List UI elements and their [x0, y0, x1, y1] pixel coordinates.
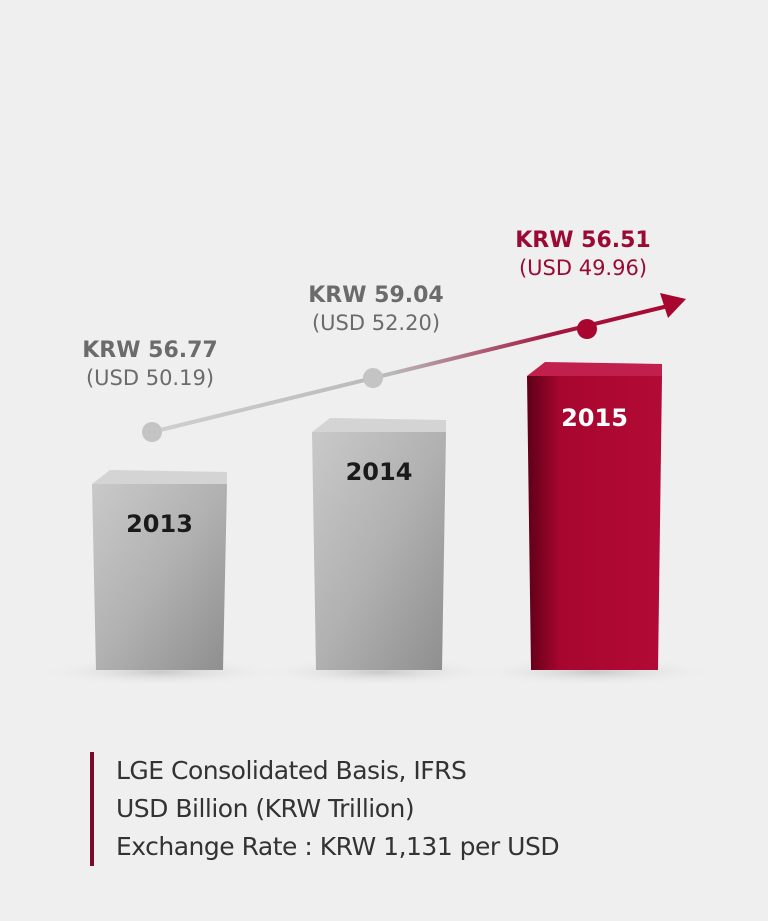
- usd-value: (USD 52.20): [311, 311, 441, 335]
- value-label-2013: KRW 56.77 (USD 50.19): [40, 337, 260, 391]
- bar-top-face: [92, 470, 227, 484]
- usd-value: (USD 49.96): [518, 256, 648, 280]
- bar-year-label: 2013: [126, 510, 193, 538]
- chart-notes: LGE Consolidated Basis, IFRS USD Billion…: [90, 752, 560, 866]
- trend-point-2015: [577, 319, 597, 339]
- bar-top-face: [312, 418, 446, 432]
- bar-front-face: [92, 484, 227, 670]
- note-unit: USD Billion (KRW Trillion): [116, 794, 415, 823]
- usd-value: (USD 50.19): [85, 366, 215, 390]
- krw-value: KRW 56.77: [82, 338, 218, 363]
- note-exchange-rate: Exchange Rate : KRW 1,131 per USD: [116, 832, 560, 861]
- note-basis: LGE Consolidated Basis, IFRS: [116, 756, 467, 785]
- bar-2013: 2013: [38, 470, 281, 686]
- trend-arrowhead-icon: [660, 293, 686, 318]
- value-label-2015: KRW 56.51 (USD 49.96): [473, 227, 693, 281]
- value-label-2014: KRW 59.04 (USD 52.20): [266, 282, 486, 336]
- bar-front-face: [527, 376, 662, 670]
- bar-top-face: [527, 362, 662, 376]
- trend-point-2013: [142, 422, 162, 442]
- bar-2014: 2014: [258, 418, 500, 686]
- bar-2015: 2015: [473, 362, 716, 686]
- bar-year-label: 2015: [561, 404, 628, 432]
- krw-value: KRW 59.04: [308, 283, 444, 308]
- bar-front-face: [312, 432, 446, 670]
- bar-year-label: 2014: [346, 458, 413, 486]
- krw-value: KRW 56.51: [515, 228, 651, 253]
- trend-point-2014: [363, 368, 383, 388]
